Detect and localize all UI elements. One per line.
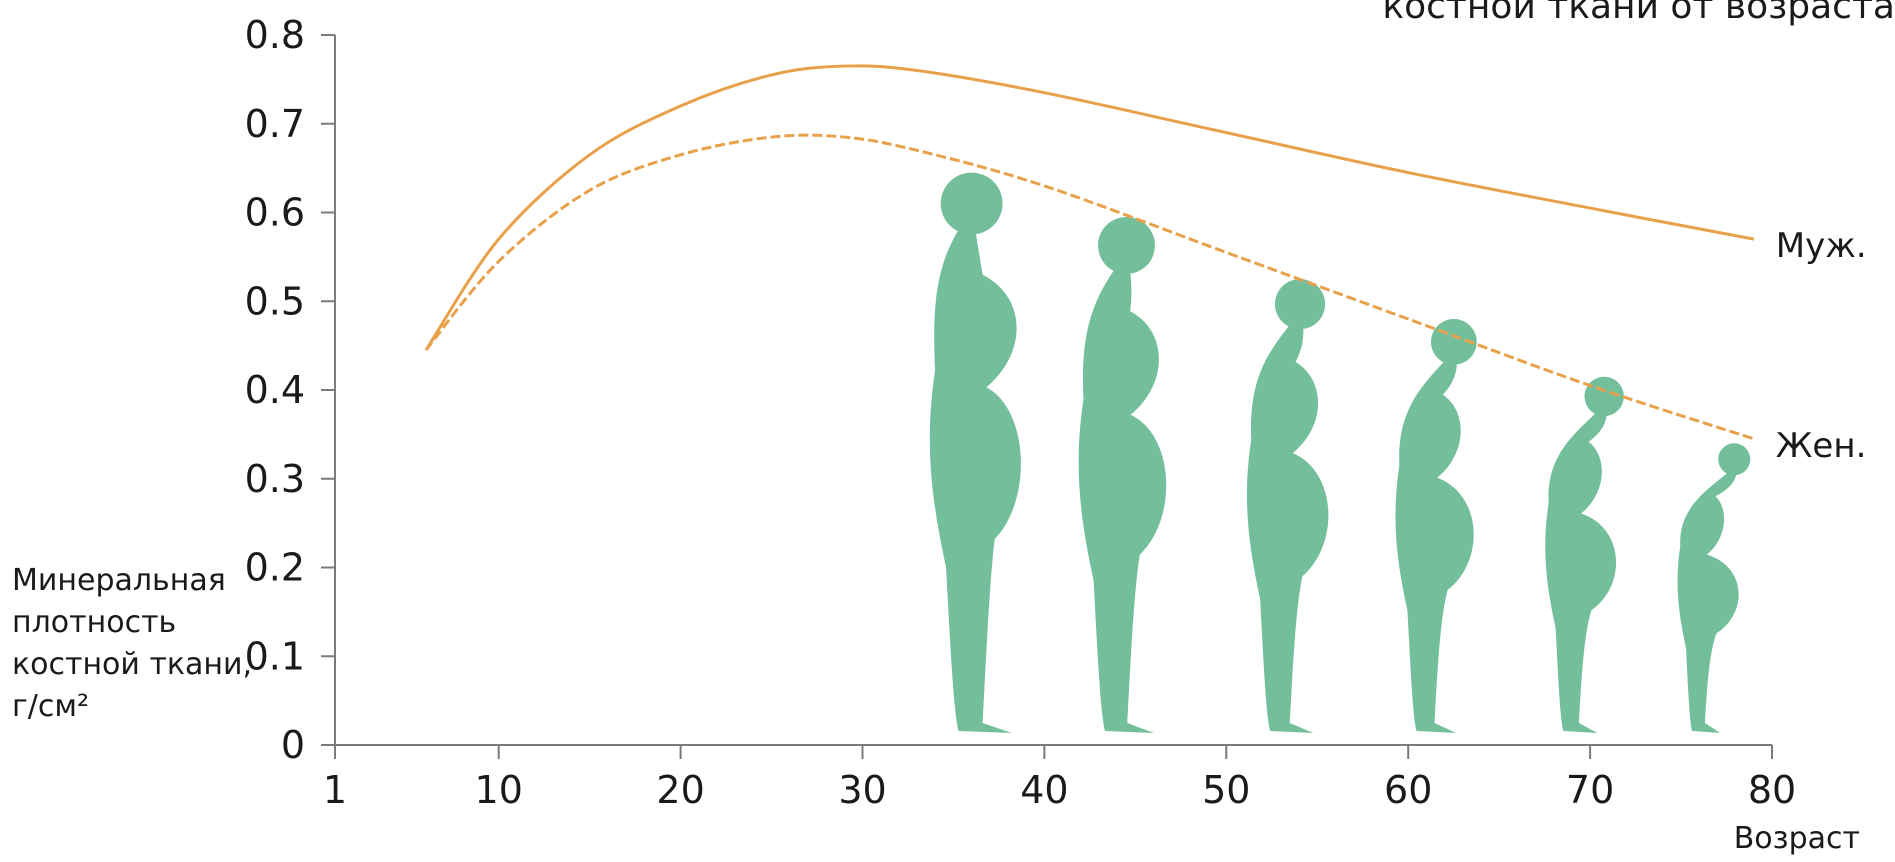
- x-tick-label: 70: [1566, 768, 1614, 812]
- x-axis-label: Возраст: [1734, 821, 1860, 856]
- woman-silhouette: [1078, 216, 1167, 733]
- x-tick-label: 80: [1748, 768, 1796, 812]
- x-tick-label: 10: [475, 768, 523, 812]
- silhouette-head: [1584, 376, 1624, 417]
- silhouette-body: [1677, 472, 1739, 733]
- woman-silhouette: [1246, 279, 1329, 733]
- silhouettes-group: [929, 172, 1751, 733]
- series-line-male: [424, 64, 1755, 351]
- x-tick-label: 50: [1202, 768, 1250, 812]
- y-tick-label: 0.7: [245, 102, 305, 146]
- y-tick-label: 0.5: [245, 279, 305, 323]
- y-tick-label: 0.4: [245, 368, 305, 412]
- silhouette-head: [940, 172, 1003, 235]
- silhouette-head: [1097, 216, 1155, 274]
- silhouette-body: [1395, 361, 1474, 733]
- series-group: [424, 64, 1755, 441]
- silhouette-body: [1078, 269, 1167, 733]
- silhouette-body: [929, 229, 1021, 733]
- chart-title: костной ткани от возраста: [1382, 0, 1895, 27]
- y-tick-label: 0.1: [245, 634, 305, 678]
- woman-silhouette: [1545, 376, 1624, 733]
- woman-silhouette: [929, 172, 1021, 733]
- y-tick-label: 0.6: [245, 191, 305, 235]
- x-tick-label: 20: [656, 768, 704, 812]
- woman-silhouette: [1395, 319, 1477, 733]
- silhouette-head: [1274, 279, 1326, 330]
- y-axis-label: костной ткани,: [12, 647, 252, 682]
- y-tick-label: 0: [281, 723, 305, 767]
- labels-group: Муж. Жен. Минеральная плотность костной ткан…: [12, 226, 1867, 856]
- silhouette-head: [1718, 443, 1751, 476]
- series-line-female: [424, 133, 1755, 441]
- x-tick-label: 1: [323, 768, 347, 812]
- y-tick-label: 0.3: [245, 457, 305, 501]
- x-tick-label: 40: [1020, 768, 1068, 812]
- silhouette-body: [1246, 325, 1329, 733]
- y-axis-label: плотность: [12, 605, 176, 640]
- x-tick-label: 60: [1384, 768, 1432, 812]
- series-label-male: Муж.: [1776, 226, 1867, 266]
- x-tick-label: 30: [838, 768, 886, 812]
- silhouette-body: [1545, 413, 1617, 733]
- series-label-female: Жен.: [1776, 426, 1867, 466]
- y-axis-label: Минеральная: [12, 563, 226, 598]
- axes-group: 1 10 20 30 40 50 60 70 80 0 0.1 0.2 0.3 0.4 0.5 0.6 0.7 0…: [245, 13, 1797, 812]
- y-tick-label: 0.8: [245, 13, 305, 57]
- y-axis-label: г/см²: [12, 689, 89, 724]
- y-tick-label: 0.2: [245, 546, 305, 590]
- woman-silhouette: [1677, 443, 1751, 733]
